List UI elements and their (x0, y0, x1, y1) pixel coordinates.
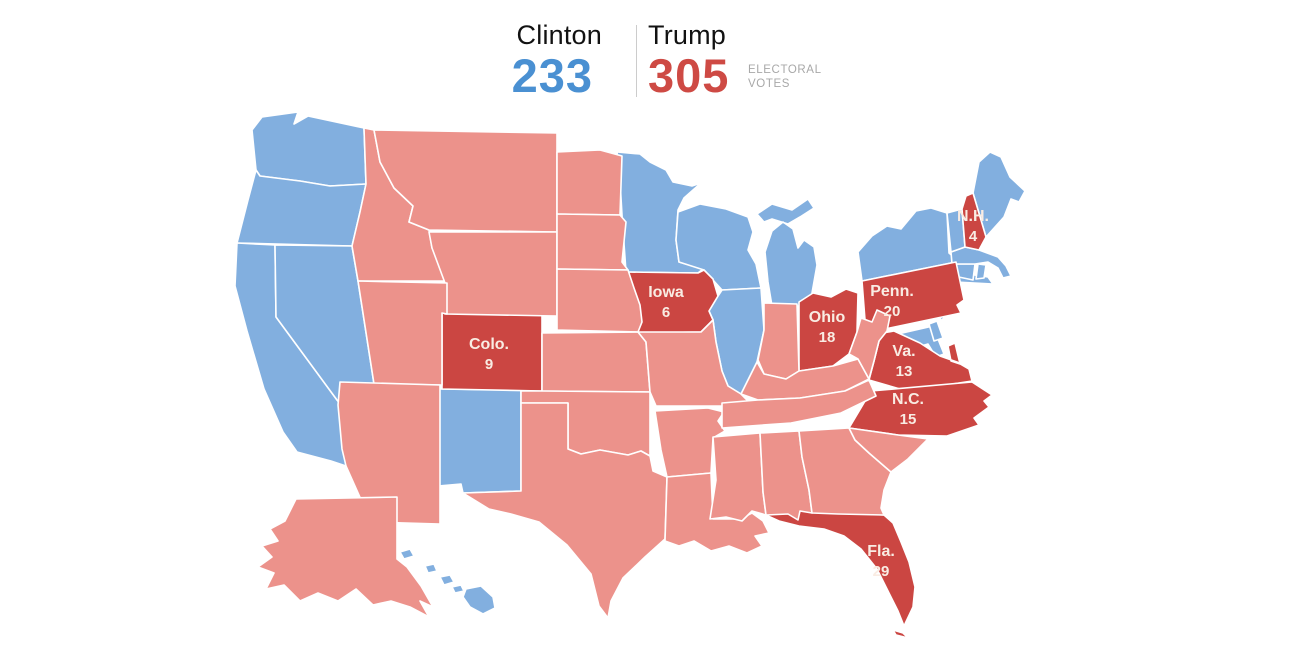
scoreboard: Clinton 233 Trump 305 ELECTORAL VOTES (0, 0, 1290, 105)
trump-electoral-count: 305 (648, 49, 730, 102)
state-co[interactable] (441, 312, 543, 392)
scoreboard-divider (636, 25, 637, 97)
state-wv[interactable] (848, 309, 891, 380)
electoral-votes-caption-line2: VOTES (748, 77, 790, 90)
state-nh[interactable] (961, 192, 987, 251)
clinton-electoral-count: 233 (511, 49, 593, 102)
state-mi[interactable] (756, 198, 818, 307)
trump-name: Trump (648, 20, 727, 50)
state-tx[interactable] (462, 402, 668, 619)
state-ut[interactable] (357, 280, 448, 386)
state-ri[interactable] (975, 263, 987, 280)
state-me[interactable] (972, 151, 1026, 238)
state-wi[interactable] (675, 203, 762, 291)
state-sc[interactable] (848, 427, 929, 473)
electoral-votes-caption-line1: ELECTORAL (748, 64, 822, 76)
clinton-score: Clinton 233 (430, 20, 602, 100)
state-ks[interactable] (541, 331, 651, 393)
state-mn[interactable] (616, 151, 704, 274)
electoral-votes-caption: ELECTORAL VOTES (748, 64, 822, 91)
state-ne[interactable] (556, 268, 643, 333)
state-ms[interactable] (709, 432, 767, 522)
state-oh[interactable] (798, 288, 859, 372)
state-wy[interactable] (428, 231, 558, 317)
state-sd[interactable] (556, 213, 629, 271)
state-nd[interactable] (556, 149, 623, 216)
state-nm[interactable] (437, 388, 522, 494)
state-hi[interactable] (399, 548, 496, 615)
state-in[interactable] (757, 302, 800, 380)
state-wa[interactable] (251, 111, 367, 187)
state-la[interactable] (664, 472, 770, 554)
trump-score: Trump 305 (648, 20, 848, 100)
state-de[interactable] (928, 320, 944, 342)
state-az[interactable] (337, 381, 441, 525)
state-fl[interactable] (767, 508, 916, 639)
state-tn[interactable] (721, 379, 877, 429)
clinton-name: Clinton (516, 20, 602, 50)
state-ak[interactable] (257, 496, 434, 618)
state-ar[interactable] (654, 407, 726, 478)
